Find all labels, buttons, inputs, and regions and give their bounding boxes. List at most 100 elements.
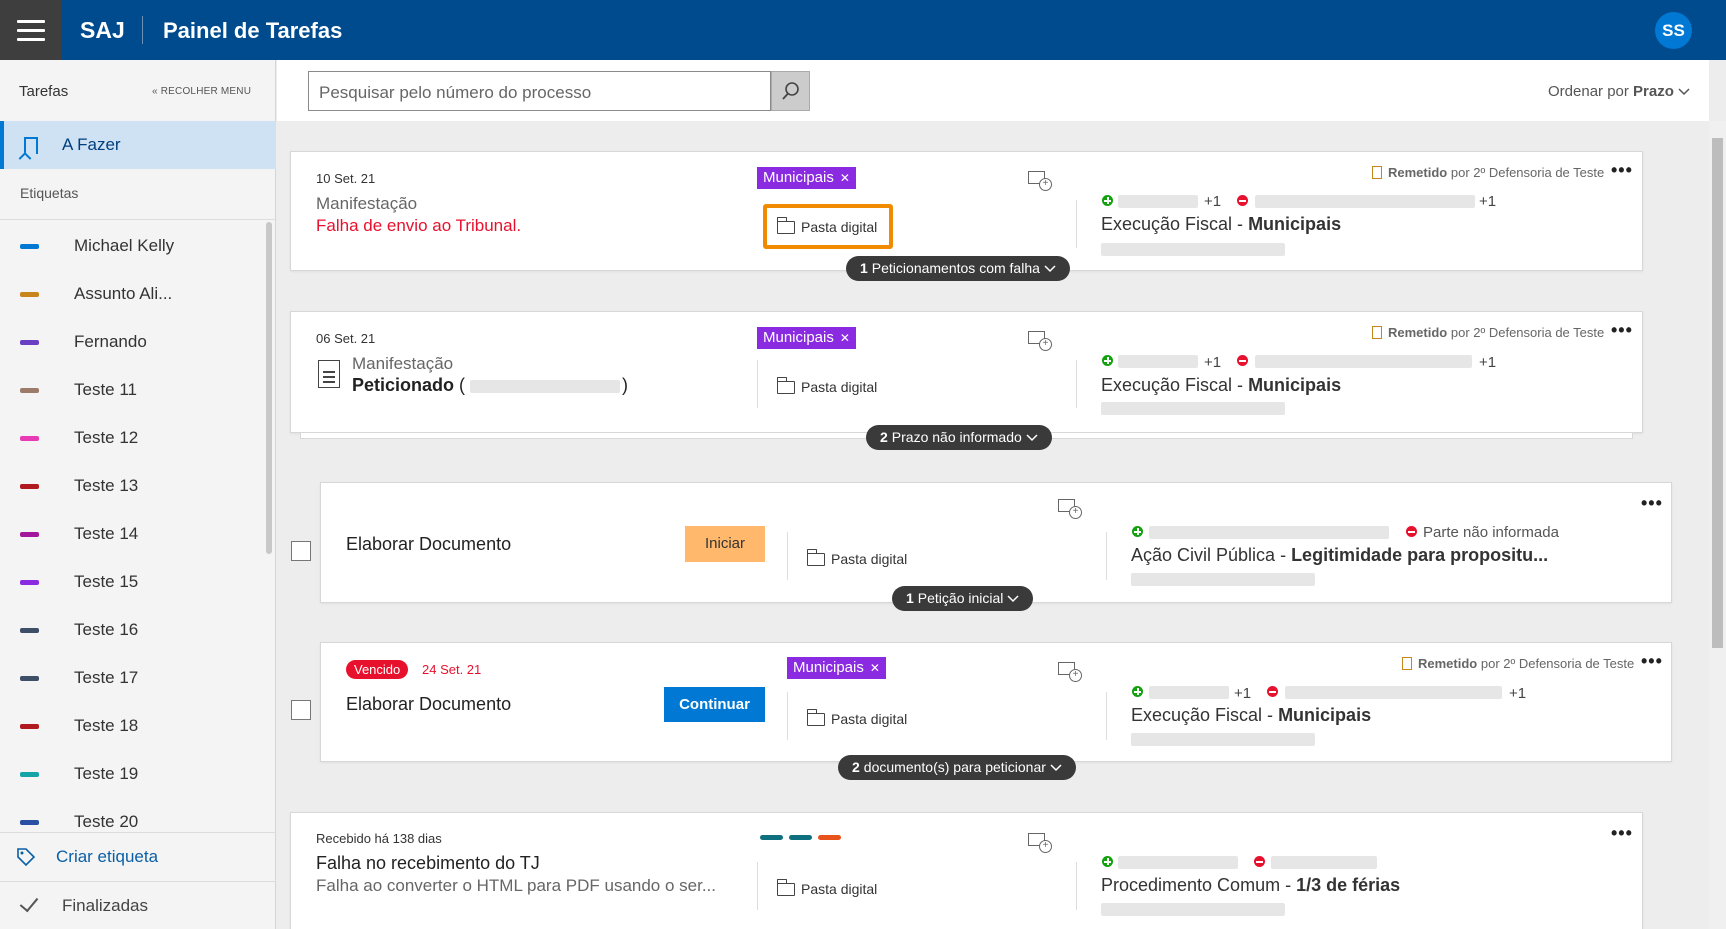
pasta-digital-link[interactable]: Pasta digital [776,878,877,897]
add-to-queue-icon[interactable] [1028,331,1052,351]
more-options-icon[interactable]: ••• [1611,160,1633,180]
more-options-icon[interactable]: ••• [1641,651,1663,671]
petition-status-pill[interactable]: 2 Prazo não informado [866,425,1052,450]
task-checkbox[interactable] [291,541,311,561]
sidebar-tag-item[interactable]: Teste 12 [0,414,266,462]
sidebar-item-finalizadas[interactable]: Finalizadas [0,881,276,929]
task-checkbox[interactable] [291,700,311,720]
petition-status-pill[interactable]: 1 Petição inicial [892,586,1034,611]
sidebar-tag-item[interactable]: Teste 18 [0,702,266,750]
scrollbar-thumb[interactable] [1712,138,1723,648]
paren-open: ( [459,375,466,395]
search-input[interactable]: Pesquisar pelo número do processo [308,71,771,111]
remetido-by: por 2º Defensoria de Teste [1450,325,1605,340]
remetido-by: por 2º Defensoria de Teste [1480,656,1635,671]
add-to-queue-icon[interactable] [1058,662,1082,682]
more-parties-count[interactable]: +1 [1234,685,1252,702]
task-card[interactable] [290,812,1643,929]
add-to-queue-icon[interactable] [1028,171,1052,191]
tag-chip-label: Municipais [763,329,834,346]
bookmark-icon [24,136,38,154]
remetido-label: Remetido [1418,656,1478,671]
sidebar-item-label: Finalizadas [62,895,148,915]
create-tag-button[interactable]: Criar etiqueta [0,832,276,880]
sidebar-tag-label: Teste 18 [74,716,139,735]
remove-tag-icon[interactable]: ✕ [839,171,850,185]
collapse-menu-button[interactable]: « RECOLHER MENU [152,86,252,97]
sidebar-tag-item[interactable]: Teste 13 [0,462,266,510]
sidebar-scrollbar[interactable] [266,222,272,554]
more-parties-count[interactable]: +1 [1204,354,1222,371]
sidebar-item-a-fazer[interactable]: A Fazer [0,121,276,169]
petition-status-pill[interactable]: 1 Peticionamentos com falha [846,256,1070,281]
more-parties-count[interactable]: +1 [1479,354,1497,371]
redacted-process-number [1131,733,1315,746]
sidebar: Tarefas « RECOLHER MENU A Fazer Etiqueta… [0,60,276,929]
process-subject: Municipais [1248,375,1342,395]
document-forward-icon [1402,657,1412,670]
search-button[interactable] [771,71,810,111]
sidebar-tag-item[interactable]: Teste 16 [0,606,266,654]
petition-status-pill[interactable]: 2 documento(s) para peticionar [838,755,1076,780]
pasta-digital-link[interactable]: Pasta digital [776,216,877,235]
sidebar-tag-item[interactable]: Michael Kelly [0,222,266,270]
sidebar-tag-item[interactable]: Teste 17 [0,654,266,702]
add-to-queue-icon[interactable] [1028,833,1052,853]
sidebar-tag-label: Michael Kelly [74,236,175,255]
task-card[interactable] [320,482,1672,603]
user-avatar[interactable]: SS [1655,12,1692,49]
sort-dropdown[interactable]: Ordenar por Prazo [1548,83,1690,100]
process-class-label: Execução Fiscal - [1101,214,1249,234]
more-parties-count[interactable]: +1 [1204,193,1222,210]
remove-tag-icon[interactable]: ✕ [869,661,880,675]
tag-chip[interactable]: Municipais ✕ [757,167,856,189]
more-options-icon[interactable]: ••• [1611,320,1633,340]
sidebar-tag-item[interactable]: Teste 14 [0,510,266,558]
process-class-label: Execução Fiscal - [1101,375,1249,395]
hamburger-menu-icon[interactable] [0,0,62,60]
sidebar-tag-item[interactable]: Fernando [0,318,266,366]
more-parties-count[interactable]: +1 [1509,685,1527,702]
process-class[interactable]: Execução Fiscal - Municipais [1131,705,1371,726]
passive-party-icon [1267,686,1278,697]
tag-color-swatch [20,579,39,585]
tag-chip[interactable]: Municipais ✕ [787,657,886,679]
task-card[interactable] [290,311,1643,433]
divider [1076,862,1077,910]
more-options-icon[interactable]: ••• [1641,493,1663,513]
tag-chip[interactable]: Municipais ✕ [757,327,856,349]
task-date: 24 Set. 21 [422,662,482,677]
active-party-icon [1132,686,1143,697]
tag-color-bar [789,835,812,840]
task-card[interactable] [290,151,1643,271]
main-scrollbar[interactable] [1709,121,1726,929]
pasta-digital-link[interactable]: Pasta digital [806,708,907,727]
sidebar-tag-item[interactable]: Teste 20 [0,798,266,846]
task-date: 10 Set. 21 [316,171,376,186]
process-class[interactable]: Ação Civil Pública - Legitimidade para p… [1131,545,1548,566]
continue-button[interactable]: Continuar [664,687,765,722]
process-class[interactable]: Execução Fiscal - Municipais [1101,214,1341,235]
process-class[interactable]: Procedimento Comum - 1/3 de férias [1101,875,1400,896]
remetido-by: por 2º Defensoria de Teste [1450,165,1605,180]
start-button[interactable]: Iniciar [685,526,765,562]
sidebar-tag-item[interactable]: Teste 19 [0,750,266,798]
redacted-party [1255,195,1475,208]
sidebar-tag-item[interactable]: Teste 11 [0,366,266,414]
tag-add-icon [16,847,36,867]
pasta-digital-link[interactable]: Pasta digital [776,376,877,395]
sidebar-tag-label: Teste 13 [74,476,139,495]
task-type: Manifestação [352,354,454,373]
process-class[interactable]: Execução Fiscal - Municipais [1101,375,1341,396]
pasta-digital-link[interactable]: Pasta digital [806,548,907,567]
add-to-queue-icon[interactable] [1058,499,1082,519]
tag-color-swatch [20,531,39,537]
brand-logo[interactable]: SAJ [80,17,125,43]
tags-section-heading: Etiquetas [20,185,79,201]
pill-label: Petição inicial [917,590,1004,606]
more-options-icon[interactable]: ••• [1611,823,1633,843]
remove-tag-icon[interactable]: ✕ [839,331,850,345]
sidebar-tag-item[interactable]: Teste 15 [0,558,266,606]
more-parties-count[interactable]: +1 [1479,193,1497,210]
sidebar-tag-item[interactable]: Assunto Ali... [0,270,266,318]
